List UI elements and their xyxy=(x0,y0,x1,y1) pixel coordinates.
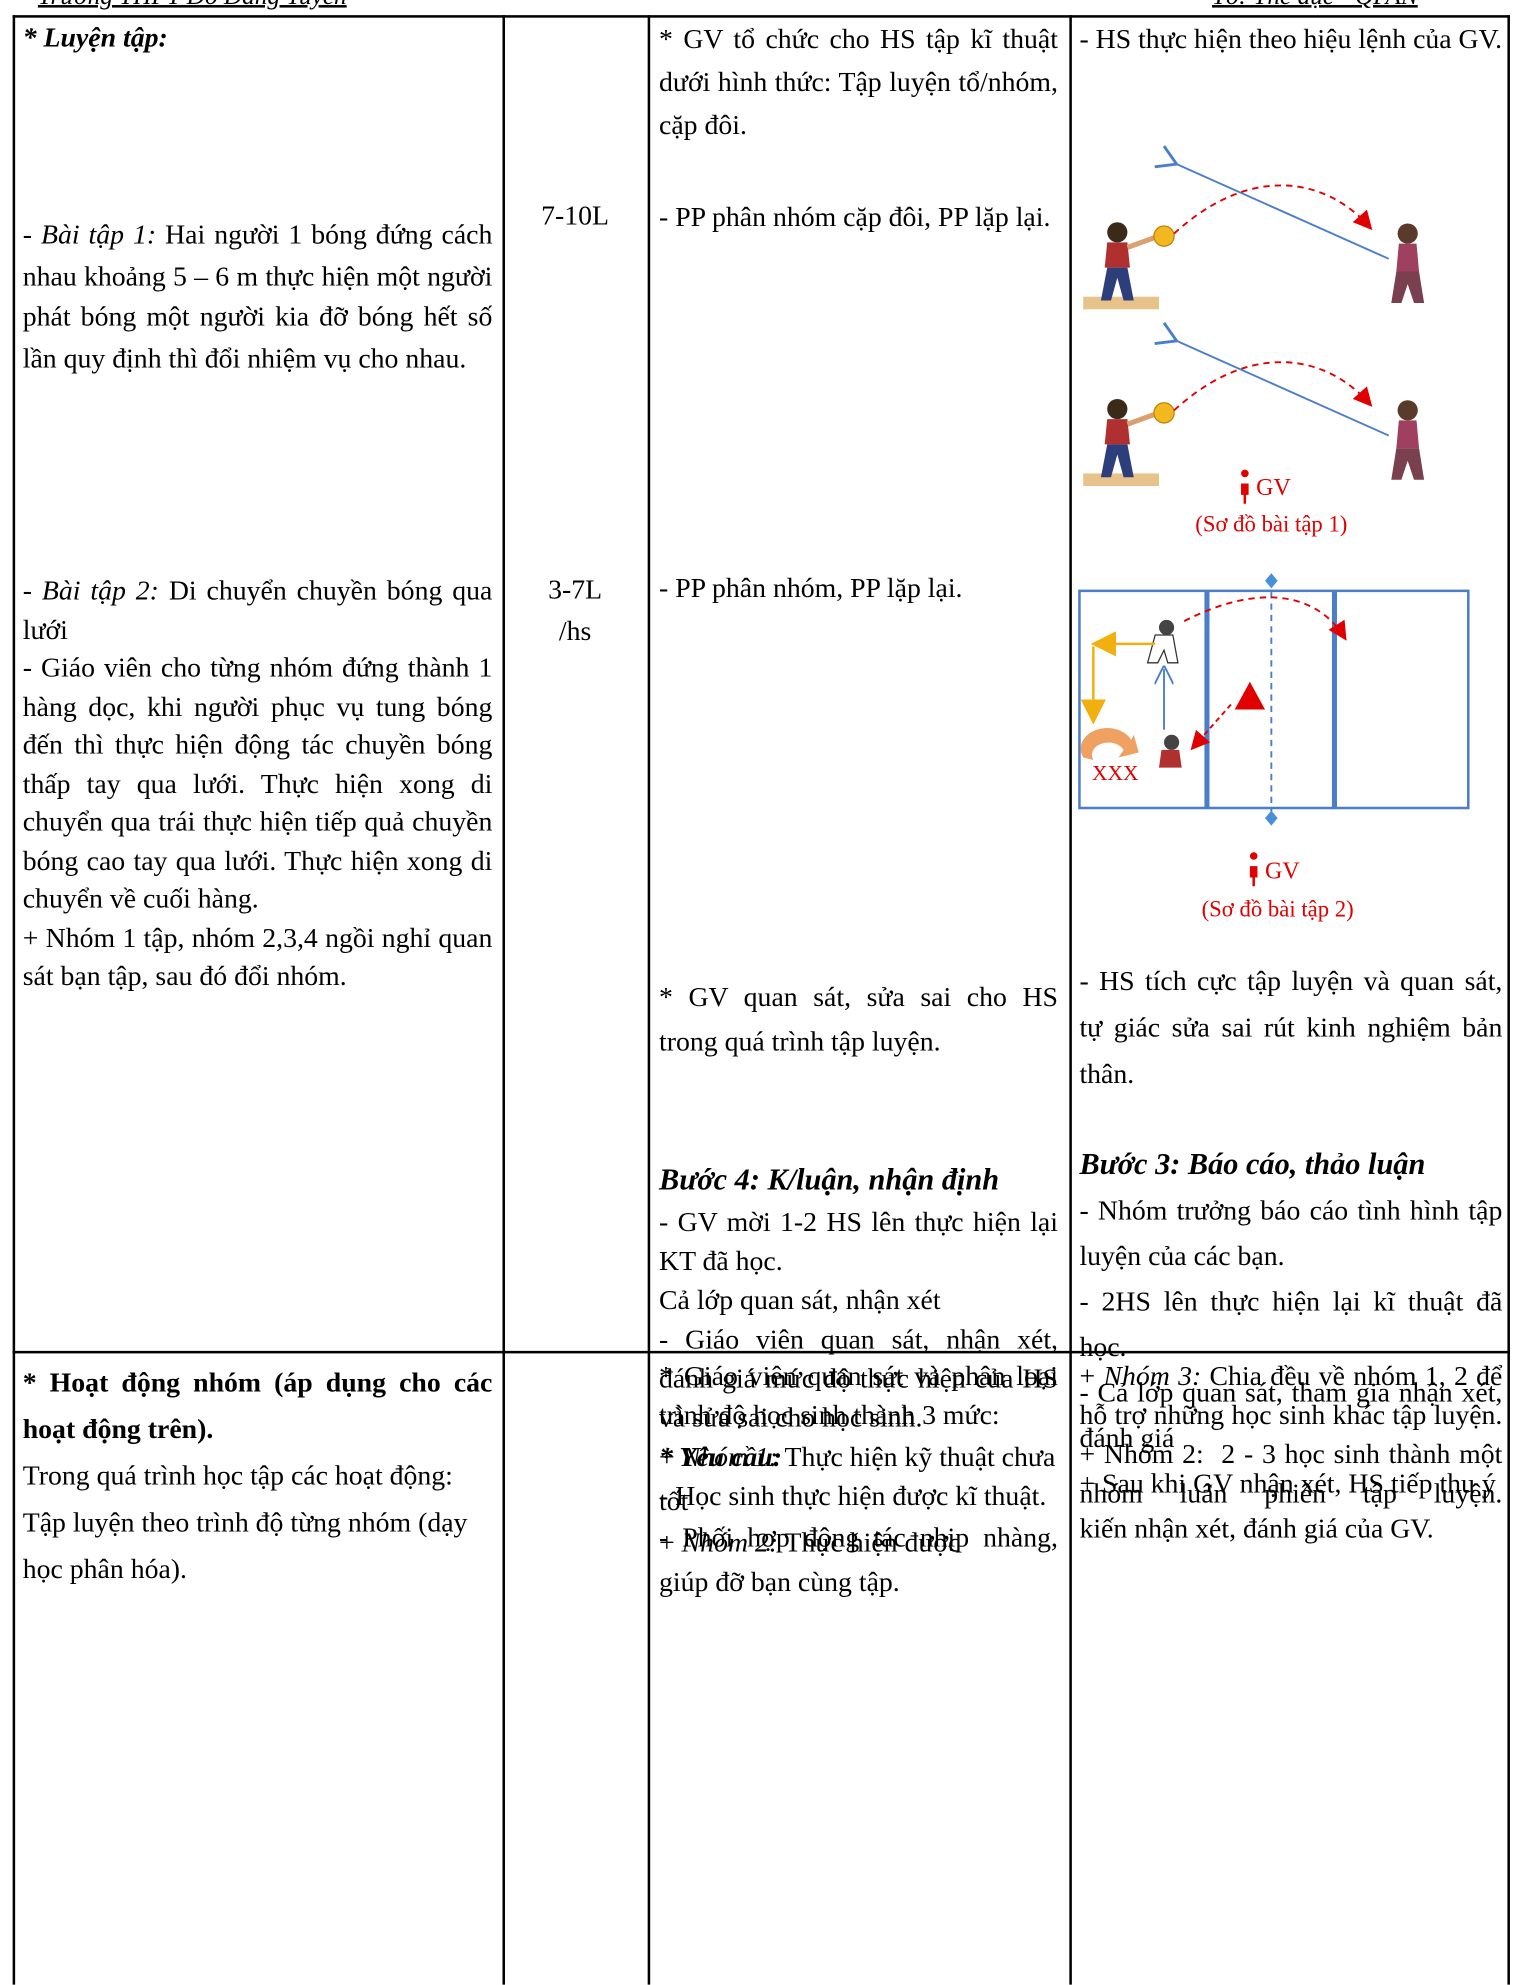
section-title: * Luyện tập: xyxy=(22,21,168,54)
teacher-groups: * Giáo viên quan sát và phân loại trình … xyxy=(659,1356,1058,1562)
diagram-1: GV (Sơ đồ bài tập 1) xyxy=(1083,145,1425,537)
paragraph: + Nhóm 2: 2 - 3 học sinh thành một nhóm … xyxy=(1079,1437,1510,1509)
student-text: - HS thực hiện theo hiệu lệnh của GV. xyxy=(1079,22,1503,55)
col-border xyxy=(12,15,15,1985)
paragraph: + Sau khi GV nhận xét, HS tiếp thu ý kiế… xyxy=(1079,1467,1496,1545)
text: Di chuyển chuyền bóng qua lưới xyxy=(22,574,493,645)
step-heading: Bước 3: Báo cáo, thảo luận xyxy=(1079,1148,1426,1182)
teacher-label: GV xyxy=(1256,475,1291,501)
teacher-text: * GV quan sát, sửa sai cho HS trong quá … xyxy=(659,980,1058,1057)
dosage: 3-7L/hs xyxy=(502,568,647,651)
player-head xyxy=(1164,734,1180,750)
col-border xyxy=(1069,15,1072,1985)
teacher-text: - PP phân nhóm, PP lặp lại. xyxy=(659,571,963,604)
player-body xyxy=(1146,634,1179,664)
paragraph: - Giáo viên cho từng nhóm đứng thành 1 h… xyxy=(22,651,493,915)
player-body xyxy=(1104,242,1130,268)
teacher-icon xyxy=(1249,852,1258,887)
student-step: Bước 3: Báo cáo, thảo luận - Nhóm trưởng… xyxy=(1079,1143,1502,1552)
label: Bài tập 2: xyxy=(41,574,159,606)
teacher-text: * GV tổ chức cho HS tập kĩ thuật dưới hì… xyxy=(659,22,1058,141)
prefix: + xyxy=(659,1526,682,1558)
players-label: XXX xyxy=(1092,761,1139,785)
prefix: - xyxy=(22,218,41,250)
paragraph: + Nhóm 3: Chia đều về nhóm 1, 2 để hỗ tr… xyxy=(1079,1356,1502,1434)
floor xyxy=(1083,296,1159,310)
diagram-caption: (Sơ đồ bài tập 2) xyxy=(1202,897,1354,922)
paragraph: - Học sinh thực hiện được kĩ thuật. xyxy=(659,1479,1047,1512)
paragraph: - GV mời 1-2 HS lên thực hiện lại KT đã … xyxy=(659,1205,1058,1277)
dosage-line: /hs xyxy=(558,614,592,647)
prefix: - xyxy=(22,574,42,606)
student-groups: + Nhóm 3: Chia đều về nhóm 1, 2 để hỗ tr… xyxy=(1079,1356,1502,1513)
paragraph: + Nhóm 1 tập, nhóm 2,3,4 ngồi nghỉ quan … xyxy=(22,920,493,992)
paragraph: + Nhóm 1: Thực hiện kỹ thuật chưa tốt xyxy=(659,1434,1058,1522)
row-border xyxy=(12,1350,1510,1353)
exercise-1: - Bài tập 1: Hai người 1 bóng đứng cách … xyxy=(23,215,493,379)
player-legs xyxy=(1391,271,1425,303)
player-body xyxy=(1396,243,1420,272)
exercise-2-title: - Bài tập 2: Di chuyển chuyền bóng qua l… xyxy=(23,572,493,649)
player-head xyxy=(1158,619,1175,636)
diagram-2: XXX GV (Sơ đồ bài tập 2) xyxy=(1078,573,1470,922)
label: Bài tập 1: xyxy=(40,218,157,250)
dosage-line: 3-7L xyxy=(548,573,603,605)
paragraph: - Giáo viên quan sát, nhận xét, đánh giá… xyxy=(659,1323,1058,1433)
student-text: - HS tích cực tập luyện và quan sát, tự … xyxy=(1079,964,1503,1090)
group-title: * Hoạt động nhóm (áp dụng cho các hoạt đ… xyxy=(22,1366,493,1445)
ball-path xyxy=(1190,703,1232,751)
player-head xyxy=(1107,222,1128,243)
dosage: 7-10L xyxy=(541,199,609,232)
step-heading: Bước 4: K/luận, nhận định xyxy=(659,1164,1000,1197)
teacher-step: Bước 4: K/luận, nhận định - GV mời 1-2 H… xyxy=(659,1159,1058,1603)
header-school: Trường THPT Đỗ Đăng Tuyển xyxy=(38,0,347,11)
paragraph: - Nhóm trưởng báo cáo tình hình tập luyệ… xyxy=(1079,1194,1503,1272)
label: Nhóm 3: xyxy=(1103,1359,1202,1392)
diagram-caption: (Sơ đồ bài tập 1) xyxy=(1195,512,1347,537)
exercise-2: - Bài tập 2: Di chuyển chuyền bóng qua l… xyxy=(23,572,493,996)
server-marker xyxy=(1234,681,1266,710)
col-border xyxy=(502,15,505,1985)
player-head xyxy=(1397,223,1418,244)
requirement-heading: * Yêu cầu: xyxy=(659,1440,782,1473)
player-body xyxy=(1158,749,1182,768)
rotation-arrow xyxy=(1080,728,1139,761)
court xyxy=(1078,589,1470,810)
paragraph: + Nhóm 2: Thực hiện được xyxy=(659,1523,1058,1562)
paragraph: Cả lớp quan sát, nhận xét xyxy=(659,1283,941,1316)
player-legs xyxy=(1100,267,1134,301)
diagrams: GV (Sơ đồ bài tập 1) XXX GV (Sơ đồ bài t… xyxy=(1078,145,1470,922)
text: Thực hiện được xyxy=(778,1526,961,1558)
paragraph: * Giáo viên quan sát và phân loại trình … xyxy=(659,1359,1058,1431)
text: Thực hiện kỹ thuật chưa tốt xyxy=(659,1440,1056,1517)
label: Nhóm 2: xyxy=(681,1526,779,1558)
label: Nhóm 1: xyxy=(681,1440,779,1473)
group-activity: * Hoạt động nhóm (áp dụng cho các hoạt đ… xyxy=(23,1358,493,1592)
table-border xyxy=(12,15,1510,18)
col-border xyxy=(1507,15,1510,1985)
teacher-label: GV xyxy=(1265,859,1300,885)
ball xyxy=(1153,225,1175,247)
prefix: + xyxy=(659,1440,682,1473)
paragraph: - Phối hợp động tác nhịp nhàng, giúp đỡ … xyxy=(659,1521,1058,1598)
teacher-text: - PP phân nhóm cặp đôi, PP lặp lại. xyxy=(659,200,1051,233)
prefix: + xyxy=(1079,1359,1104,1392)
paragraph: - Cả lớp quan sát, tham gia nhận xét, đá… xyxy=(1079,1376,1503,1454)
return-path xyxy=(1154,145,1390,260)
ball-path xyxy=(1173,184,1373,235)
paragraph: - 2HS lên thực hiện lại kĩ thuật đã học. xyxy=(1079,1285,1503,1363)
text: Chia đều về nhóm 1, 2 để hỗ trợ những họ… xyxy=(1079,1359,1503,1431)
text: Hai người 1 bóng đứng cách nhau khoảng 5… xyxy=(22,218,493,374)
col-border xyxy=(647,15,650,1985)
teacher-icon xyxy=(1241,469,1249,504)
ball-path xyxy=(1183,596,1347,641)
player-arm xyxy=(1126,234,1157,250)
paragraph: Trong quá trình học tập các hoạt động: T… xyxy=(22,1459,468,1585)
header-group: Tổ: Thể dục - QPAN xyxy=(1212,0,1418,11)
